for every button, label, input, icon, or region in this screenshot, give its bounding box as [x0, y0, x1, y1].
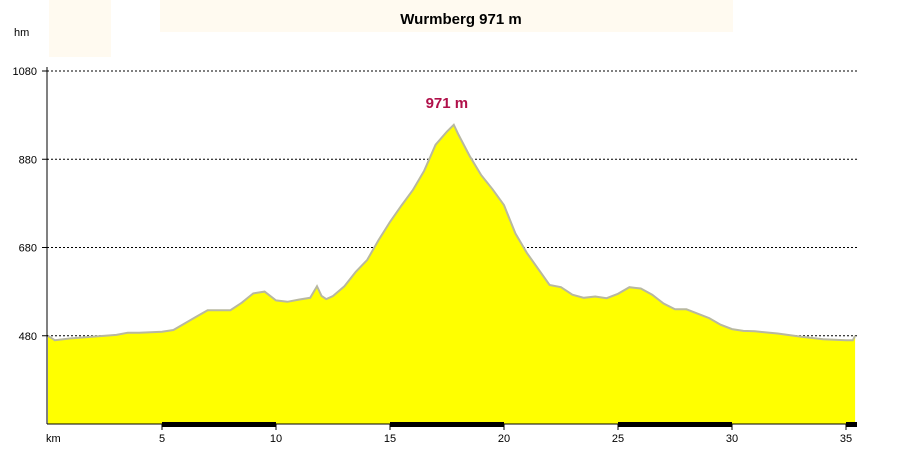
scale-bar-segment — [618, 422, 732, 427]
y-axis-ticks: 480 680 880 1080 — [13, 66, 48, 343]
x-tick-label: 35 — [840, 433, 852, 445]
scale-bar-segment — [390, 422, 504, 427]
peak-annotation: 971 m — [426, 95, 469, 112]
y-tick-label: 1080 — [13, 66, 37, 78]
x-tick-label: 20 — [498, 433, 510, 445]
scale-bar-segment — [846, 422, 857, 427]
scale-bar-segment — [162, 422, 276, 427]
y-tick-label: 680 — [19, 243, 37, 255]
elevation-line — [47, 123, 856, 342]
y-tick-label: 880 — [19, 154, 37, 166]
header-title-panel — [160, 0, 733, 32]
x-tick-label: 15 — [384, 433, 396, 445]
x-axis-ticks: 5 10 15 20 25 30 35 — [159, 424, 852, 445]
x-tick-label: 10 — [270, 433, 282, 445]
x-axis-scale-bar — [162, 422, 857, 427]
elevation-fill — [48, 124, 856, 425]
elevation-area — [47, 123, 856, 425]
chart-title: Wurmberg 971 m — [400, 11, 521, 28]
x-tick-label: 25 — [612, 433, 624, 445]
x-tick-label: 5 — [159, 433, 165, 445]
y-axis-unit-label: hm — [14, 27, 29, 39]
x-axis-unit-label: km — [46, 433, 61, 445]
x-tick-label: 30 — [726, 433, 738, 445]
header-left-panel — [49, 0, 111, 57]
y-tick-label: 480 — [19, 331, 37, 343]
